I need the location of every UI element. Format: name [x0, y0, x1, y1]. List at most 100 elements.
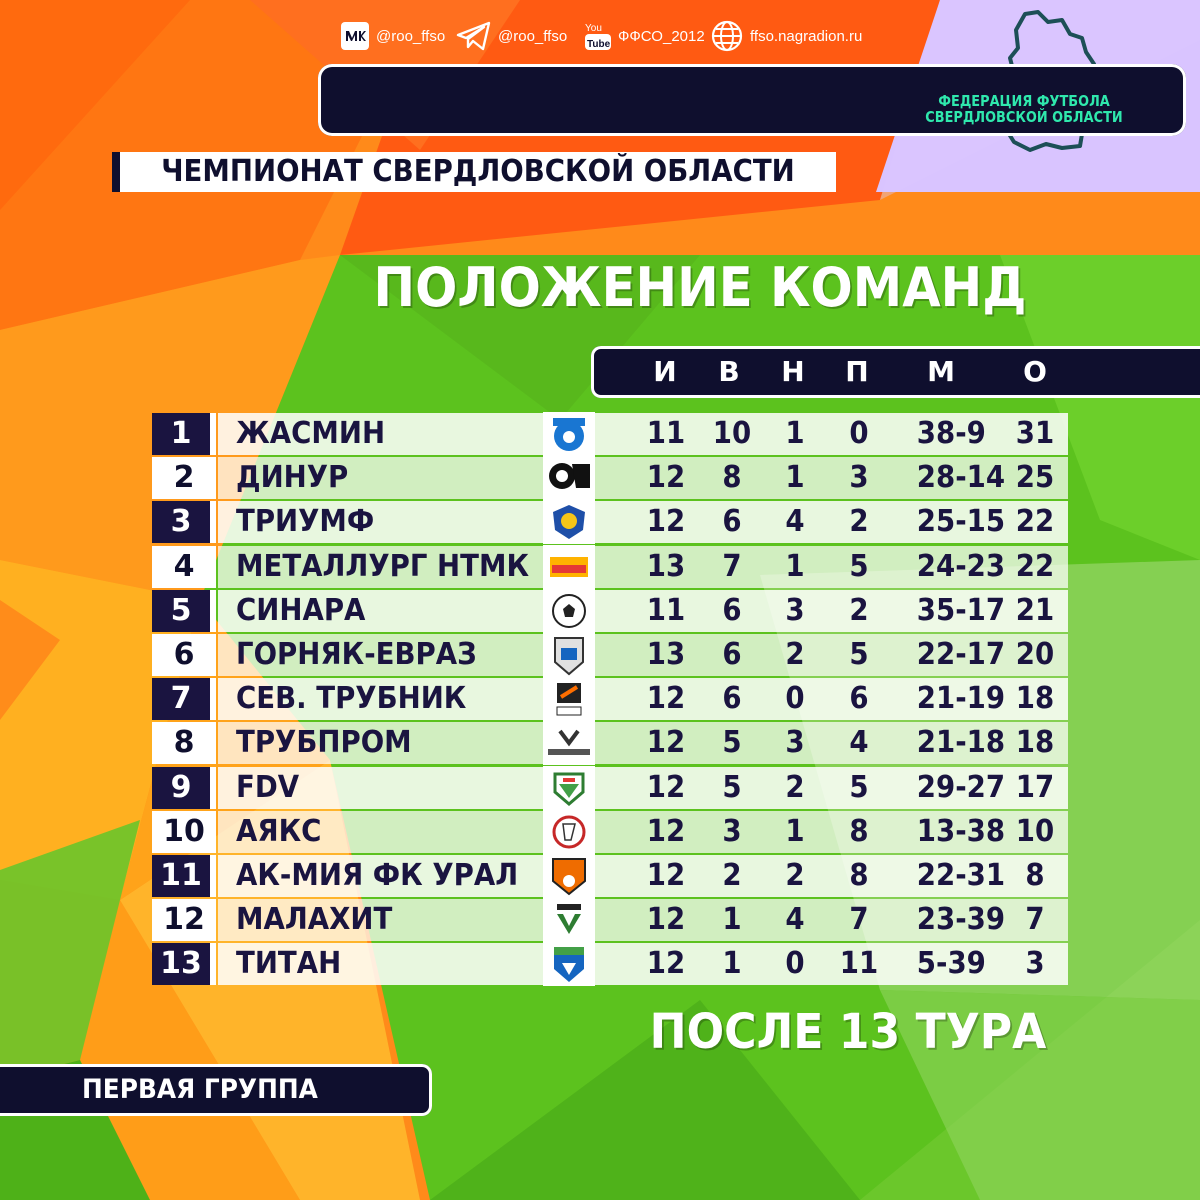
vk-icon: [340, 21, 370, 51]
cell-l: 0: [849, 416, 869, 451]
team-name: ТРУБПРОМ: [236, 725, 412, 760]
cell-d: 2: [785, 858, 805, 893]
cell-w: 6: [722, 681, 742, 716]
table-row: 3 ТРИУМФ 12 6 4 2 25-15 22: [152, 500, 1068, 544]
row-position: 6: [152, 634, 216, 676]
zhasmin-logo: [543, 412, 595, 456]
dinur-logo: [543, 456, 595, 500]
cell-d: 0: [785, 946, 805, 981]
cell-w: 6: [722, 637, 742, 672]
row-position: 10: [152, 811, 216, 853]
federation-name: ФЕДЕРАЦИЯ ФУТБОЛА СВЕРДЛОВСКОЙ ОБЛАСТИ: [921, 93, 1127, 125]
cell-pts: 25: [1015, 460, 1055, 495]
website-url: ffso.nagradion.ru: [750, 27, 863, 45]
team-name: ТИТАН: [236, 946, 342, 981]
col-wins: В: [718, 355, 740, 388]
row-position: 12: [152, 899, 216, 941]
cell-goals: 22-17: [916, 637, 1006, 672]
table-row: 11 АК-МИЯ ФК УРАЛ 12 2 2 8 22-31 8: [152, 854, 1068, 898]
cell-p: 12: [646, 504, 686, 539]
cell-d: 4: [785, 902, 805, 937]
cell-l: 11: [839, 946, 879, 981]
team-name: МАЛАХИТ: [236, 902, 393, 937]
cell-w: 6: [722, 593, 742, 628]
row-position: 5: [152, 590, 216, 632]
cell-pts: 31: [1015, 416, 1055, 451]
telegram-link[interactable]: @roo_ffso: [456, 0, 567, 72]
row-position: 3: [152, 501, 216, 543]
row-band: [218, 722, 1068, 764]
cell-pts: 18: [1015, 725, 1055, 760]
cell-p: 12: [646, 460, 686, 495]
cell-l: 7: [849, 902, 869, 937]
cell-d: 0: [785, 681, 805, 716]
row-band: [218, 457, 1068, 499]
cell-l: 5: [849, 549, 869, 584]
col-losses: П: [845, 355, 869, 388]
cell-w: 6: [722, 504, 742, 539]
col-games: И: [653, 355, 677, 388]
cell-pts: 3: [1025, 946, 1045, 981]
cell-w: 3: [722, 814, 742, 849]
federation-line-2: СВЕРДЛОВСКОЙ ОБЛАСТИ: [925, 108, 1123, 126]
row-position: 4: [152, 546, 216, 588]
team-name: ДИНУР: [236, 460, 349, 495]
telegram-handle: @roo_ffso: [498, 27, 568, 45]
cell-goals: 29-27: [916, 770, 1006, 805]
cell-d: 3: [785, 593, 805, 628]
cell-goals: 21-19: [916, 681, 1006, 716]
table-row: 6 ГОРНЯК-ЕВРАЗ 13 6 2 5 22-17 20: [152, 633, 1068, 677]
cell-p: 12: [646, 902, 686, 937]
cell-d: 1: [785, 549, 805, 584]
titan-logo: [543, 942, 595, 986]
cell-d: 3: [785, 725, 805, 760]
table-row: 2 ДИНУР 12 8 1 3 28-14 25: [152, 456, 1068, 500]
cell-l: 6: [849, 681, 869, 716]
team-name: АК-МИЯ ФК УРАЛ: [236, 858, 519, 893]
row-band: [218, 546, 1068, 588]
table-row: 8 ТРУБПРОМ 12 5 3 4 21-18 18: [152, 721, 1068, 765]
vk-link[interactable]: @roo_ffso: [340, 0, 445, 72]
row-position: 2: [152, 457, 216, 499]
cell-goals: 25-15: [916, 504, 1006, 539]
youtube-link[interactable]: You Tube ФФСО_2012: [584, 0, 705, 72]
cell-w: 10: [712, 416, 752, 451]
cell-p: 11: [646, 416, 686, 451]
cell-w: 5: [722, 770, 742, 805]
cell-goals: 28-14: [916, 460, 1006, 495]
team-name: СИНАРА: [236, 593, 366, 628]
team-name: АЯКС: [236, 814, 322, 849]
cell-w: 8: [722, 460, 742, 495]
team-name: ГОРНЯК-ЕВРАЗ: [236, 637, 477, 672]
cell-d: 2: [785, 637, 805, 672]
group-badge: ПЕРВАЯ ГРУППА: [0, 1064, 432, 1116]
cell-goals: 38-9: [916, 416, 986, 451]
website-link[interactable]: ffso.nagradion.ru: [710, 0, 862, 72]
youtube-handle: ФФСО_2012: [618, 27, 705, 45]
team-name: СЕВ. ТРУБНИК: [236, 681, 467, 716]
trubprom-logo: [543, 721, 595, 765]
cell-goals: 24-23: [916, 549, 1006, 584]
cell-w: 5: [722, 725, 742, 760]
fdv-logo: [543, 766, 595, 810]
col-draws: Н: [781, 355, 805, 388]
table-row: 1 ЖАСМИН 11 10 1 0 38-9 31: [152, 412, 1068, 456]
cell-goals: 22-31: [916, 858, 1006, 893]
col-goals: М: [927, 355, 955, 388]
row-band: [218, 501, 1068, 543]
row-band: [218, 855, 1068, 897]
cell-l: 2: [849, 504, 869, 539]
cell-d: 2: [785, 770, 805, 805]
row-position: 7: [152, 678, 216, 720]
cell-p: 12: [646, 725, 686, 760]
svg-text:You: You: [585, 23, 602, 34]
youtube-icon: You Tube: [584, 20, 612, 52]
row-band: [218, 899, 1068, 941]
row-band: [218, 943, 1068, 985]
table-row: 7 СЕВ. ТРУБНИК 12 6 0 6 21-19 18: [152, 677, 1068, 721]
cell-goals: 21-18: [916, 725, 1006, 760]
table-row: 4 МЕТАЛЛУРГ НТМК 13 7 1 5 24-23 22: [152, 545, 1068, 589]
telegram-icon: [456, 21, 492, 51]
cell-d: 4: [785, 504, 805, 539]
